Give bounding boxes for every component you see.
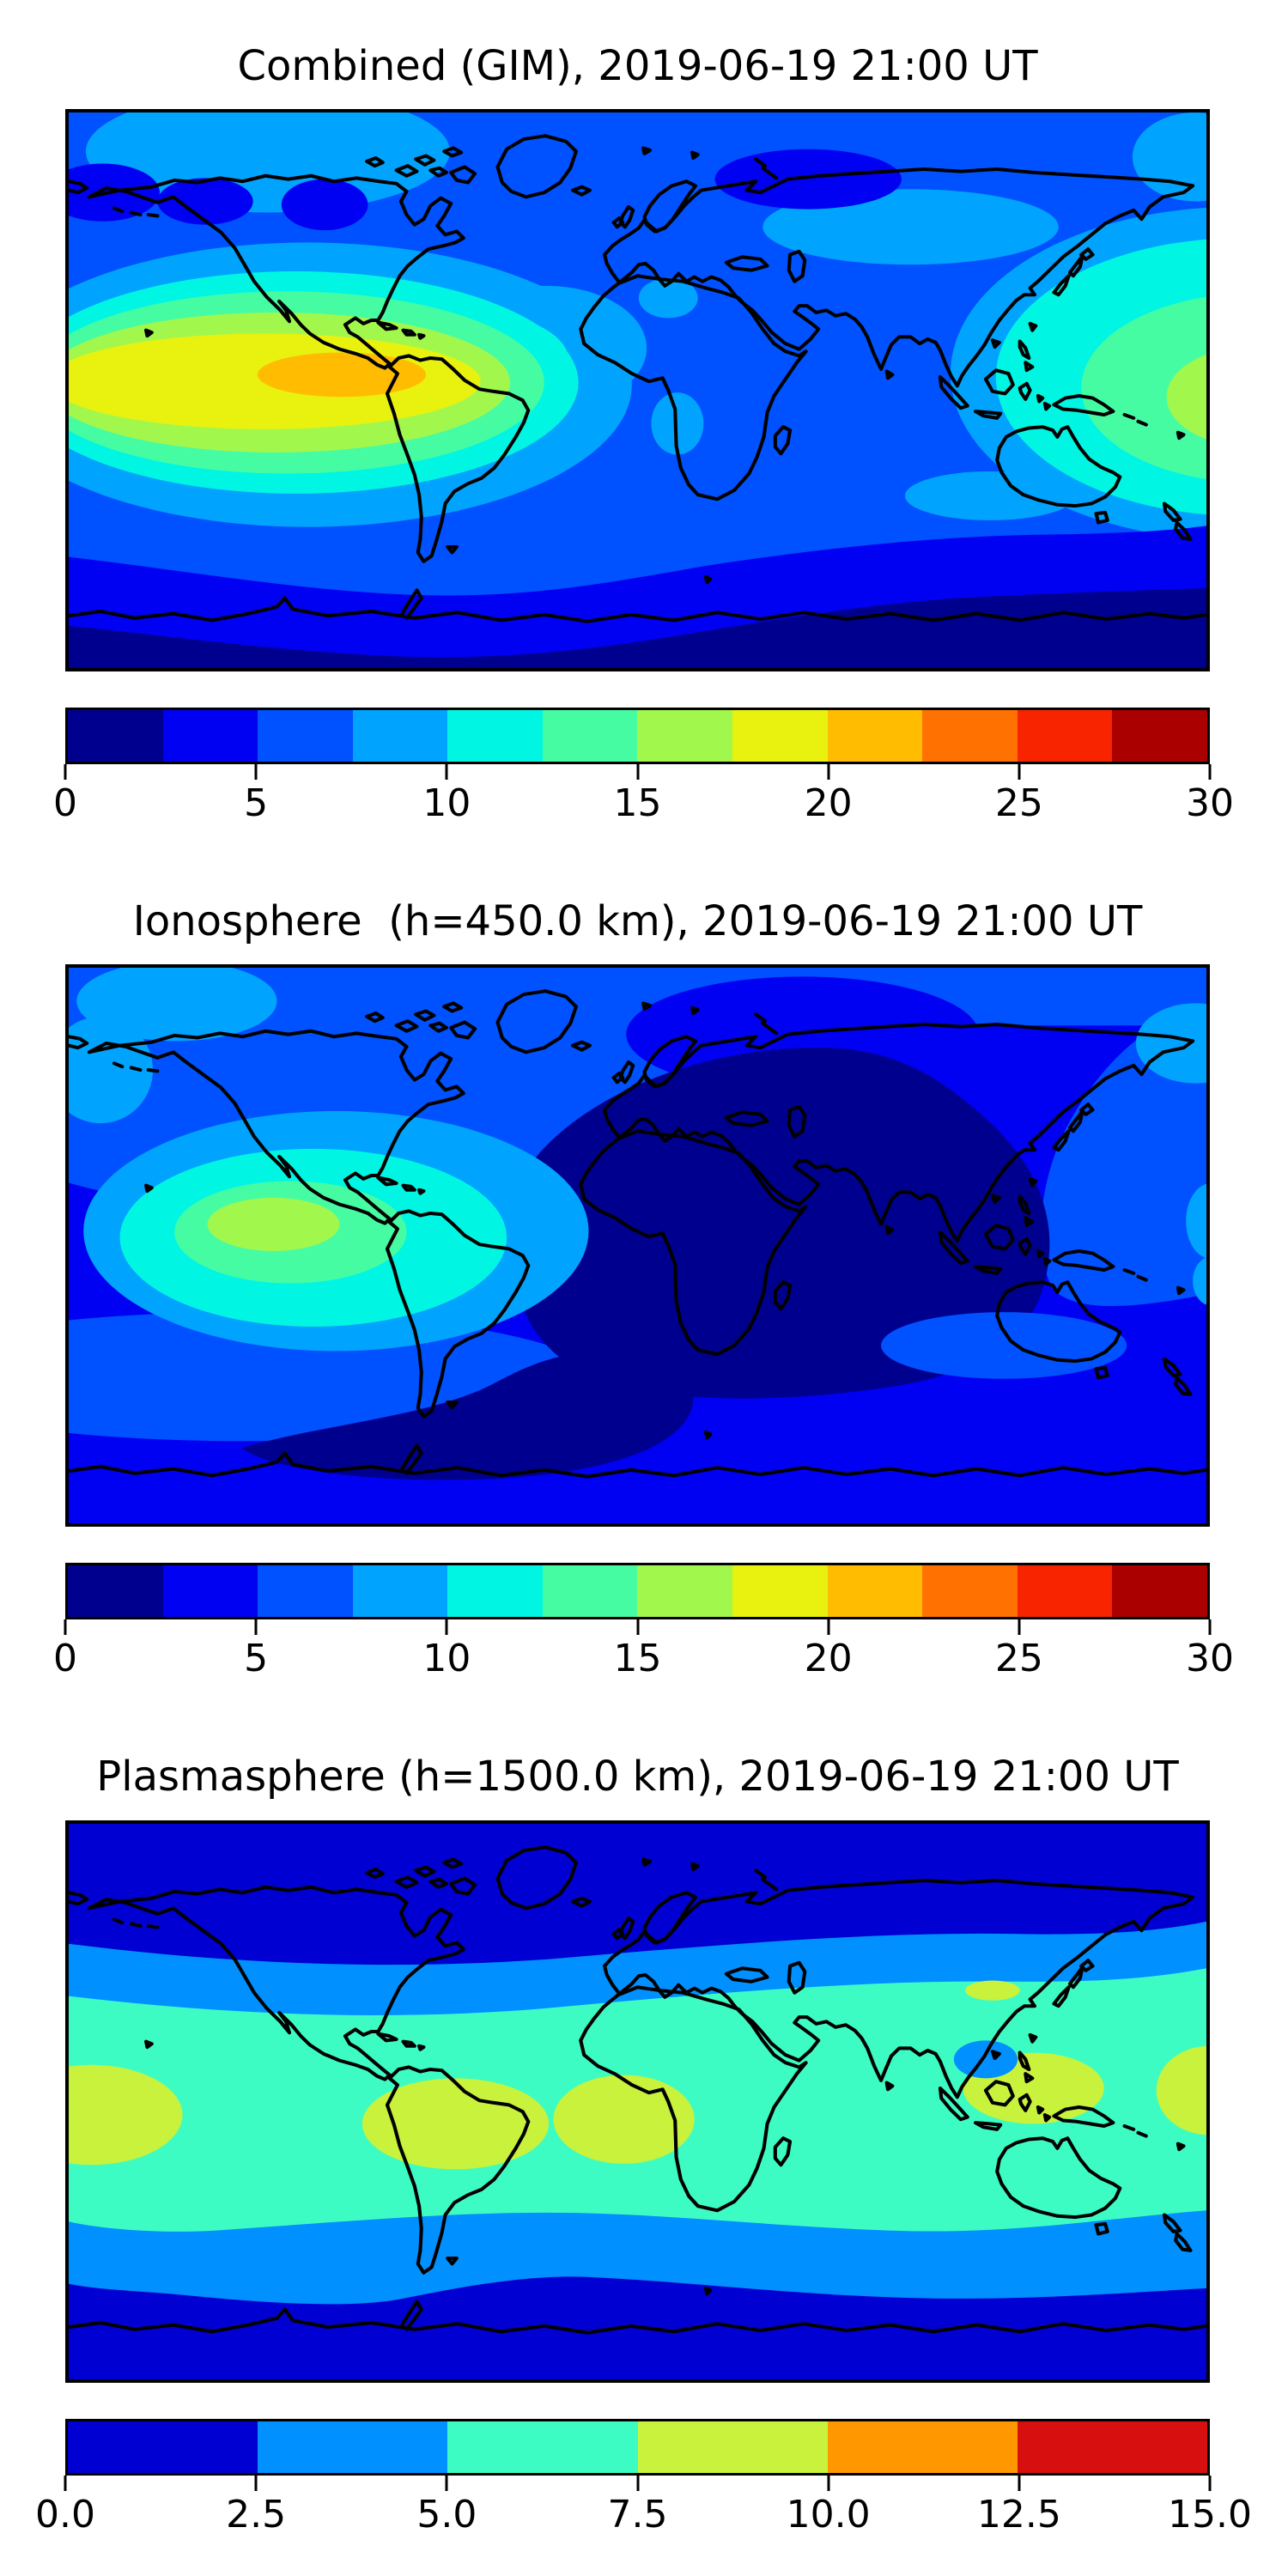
colorbar-tick-mark — [827, 1619, 830, 1636]
colorbar-segment — [827, 2421, 1018, 2473]
colorbar-tick-mark — [827, 2475, 830, 2491]
colorbar-tick-mark — [445, 764, 448, 781]
colorbar-plasmasphere — [65, 2418, 1210, 2476]
panel-combined-gim: Combined (GIM), 2019-06-19 21:00 UT — [53, 42, 1234, 831]
colorbar-segment — [827, 710, 923, 762]
colorbar-tick-label: 30 — [1186, 781, 1234, 826]
world-map-combined — [65, 109, 1210, 672]
colorbar-tick-label: 30 — [1186, 1637, 1234, 1681]
colorbar-segment — [258, 2421, 448, 2473]
colorbar-segment — [352, 1565, 448, 1618]
colorbar-segment — [68, 710, 163, 762]
colorbar-tick-mark — [1018, 764, 1021, 781]
colorbar-tick-label: 20 — [804, 781, 853, 826]
colorbar-segment — [68, 1565, 163, 1618]
world-map-plasmasphere — [65, 1820, 1210, 2383]
colorbar-tick-label: 25 — [994, 1637, 1043, 1681]
colorbar-segment — [922, 1565, 1018, 1618]
colorbar-tick-label: 0 — [53, 1637, 77, 1681]
colorbar-tick-label: 10 — [422, 781, 471, 826]
colorbar-segment — [1112, 710, 1207, 762]
colorbar-tick-label: 5.0 — [416, 2492, 477, 2537]
colorbar-tick-mark — [1018, 2475, 1021, 2491]
colorbar-segment — [637, 2421, 828, 2473]
colorbar-tick-mark — [445, 1619, 448, 1636]
colorbar-segment — [1017, 2421, 1208, 2473]
colorbar-tick-label: 7.5 — [607, 2492, 668, 2537]
colorbar-tick-mark — [64, 764, 67, 781]
colorbar-tick-mark — [64, 2475, 67, 2491]
colorbar-tick-label: 15.0 — [1168, 2492, 1252, 2537]
colorbar-tick-mark — [827, 764, 830, 781]
colorbar-segment — [162, 1565, 258, 1618]
colorbar-ticks-combined: 0 5 10 15 20 25 30 — [53, 764, 1234, 831]
contour-map-svg — [69, 112, 1206, 669]
colorbar-segment — [258, 710, 353, 762]
colorbar-tick-mark — [636, 2475, 639, 2491]
colorbar-segment — [1017, 1565, 1113, 1618]
colorbar-tick-label: 2.5 — [226, 2492, 287, 2537]
colorbar-tick-label: 5 — [244, 781, 269, 826]
world-map-ionosphere — [65, 964, 1210, 1528]
colorbar-segment — [542, 1565, 638, 1618]
colorbar-tick-label: 25 — [994, 781, 1043, 826]
colorbar-segment — [447, 1565, 543, 1618]
colorbar-tick-mark — [254, 1619, 258, 1636]
colorbar-segment — [447, 710, 543, 762]
colorbar-tick-mark — [1208, 2475, 1212, 2491]
colorbar-segment — [1017, 710, 1113, 762]
colorbar-segment — [1112, 1565, 1207, 1618]
colorbar-tick-label: 10 — [422, 1637, 471, 1681]
panel-plasmasphere: Plasmasphere (h=1500.0 km), 2019-06-19 2… — [35, 1753, 1252, 2543]
colorbar-segment — [542, 710, 638, 762]
colorbar-tick-mark — [64, 1619, 67, 1636]
colorbar-tick-label: 20 — [804, 1637, 853, 1681]
colorbar-segment — [637, 710, 733, 762]
panel-title: Ionosphere (h=450.0 km), 2019-06-19 21:0… — [132, 897, 1143, 946]
colorbar-segment — [637, 1565, 733, 1618]
colorbar-segment — [732, 710, 828, 762]
colorbar-tick-mark — [1018, 1619, 1021, 1636]
contour-fill-layer — [69, 112, 1206, 669]
colorbar-tick-label: 0 — [53, 781, 77, 826]
colorbar-segment — [68, 2421, 258, 2473]
colorbar-tick-label: 5 — [244, 1637, 269, 1681]
colorbar-tick-label: 10.0 — [786, 2492, 871, 2537]
panel-title: Combined (GIM), 2019-06-19 21:00 UT — [237, 42, 1038, 90]
colorbar-ticks-plasmasphere: 0.0 2.5 5.0 7.5 10.0 12.5 15.0 — [35, 2475, 1252, 2543]
colorbar-tick-mark — [445, 2475, 448, 2491]
colorbar-segment — [258, 1565, 353, 1618]
contour-fill-layer — [69, 1823, 1206, 2379]
colorbar-tick-label: 15 — [613, 1637, 662, 1681]
contour-map-svg — [69, 1823, 1206, 2379]
colorbar-tick-mark — [636, 764, 639, 781]
colorbar-tick-mark — [636, 1619, 639, 1636]
colorbar-segment — [922, 710, 1018, 762]
colorbar-segment — [447, 2421, 638, 2473]
colorbar-tick-mark — [1208, 764, 1212, 781]
contour-map-svg — [69, 968, 1206, 1524]
colorbar-tick-mark — [254, 2475, 258, 2491]
colorbar-segment — [732, 1565, 828, 1618]
colorbar-segment — [352, 710, 448, 762]
colorbar-tick-label: 0.0 — [35, 2492, 95, 2537]
colorbar-segment — [827, 1565, 923, 1618]
contour-fill-layer — [69, 968, 1206, 1524]
panel-title: Plasmasphere (h=1500.0 km), 2019-06-19 2… — [96, 1753, 1179, 1801]
colorbar-ticks-ionosphere: 0 5 10 15 20 25 30 — [53, 1619, 1234, 1686]
colorbar-tick-mark — [254, 764, 258, 781]
panel-ionosphere: Ionosphere (h=450.0 km), 2019-06-19 21:0… — [53, 897, 1234, 1686]
colorbar-ionosphere — [65, 1563, 1210, 1620]
colorbar-segment — [162, 710, 258, 762]
colorbar-tick-label: 15 — [613, 781, 662, 826]
colorbar-tick-mark — [1208, 1619, 1212, 1636]
colorbar-combined — [65, 708, 1210, 765]
colorbar-tick-label: 12.5 — [976, 2492, 1061, 2537]
